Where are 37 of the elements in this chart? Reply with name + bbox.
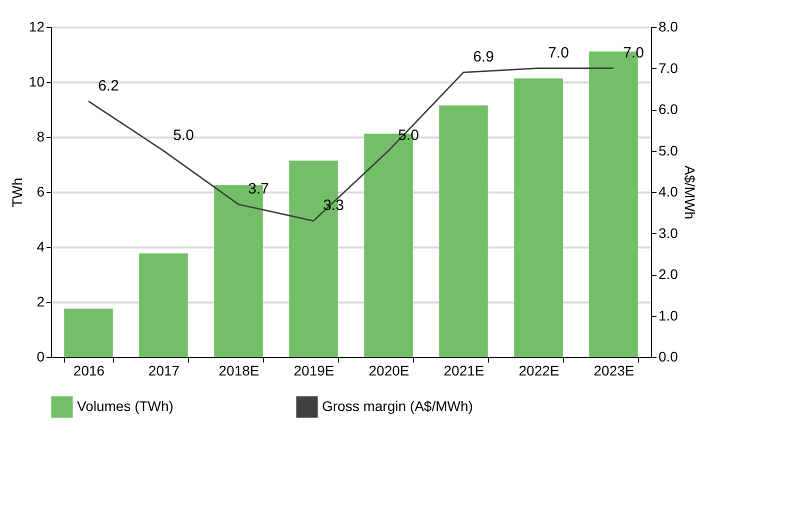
bar <box>439 105 488 357</box>
data-label: 5.0 <box>173 126 194 144</box>
legend-label: Gross margin (A$/MWh) <box>322 398 473 414</box>
y-tick-label: 12 <box>28 18 45 34</box>
x-tick-label: 2022E <box>518 362 560 378</box>
y-tick-label: 10 <box>28 74 45 90</box>
line-series <box>88 68 614 222</box>
y2-tick-label: 3.0 <box>658 224 678 241</box>
y2-tick-label: 2.0 <box>658 266 678 282</box>
data-label: 7.0 <box>548 44 569 62</box>
y-axis-title: TWh <box>8 178 25 208</box>
y2-tick-label: 6.0 <box>658 101 678 117</box>
x-tick-label: 2018E <box>218 362 260 378</box>
x-tick-label: 2016 <box>73 362 105 378</box>
bar <box>139 253 188 357</box>
y2-axis-title: A$/MWh <box>682 166 698 220</box>
y2-tick-label: 7.0 <box>658 60 678 76</box>
y2-tick-label: 8.0 <box>658 18 678 34</box>
y2-tick-label: 5.0 <box>658 142 678 158</box>
data-label: 6.9 <box>473 48 494 66</box>
y-tick-label: 0 <box>36 348 45 364</box>
y2-tick-label: 1.0 <box>658 307 678 324</box>
y-tick-label: 6 <box>36 184 45 200</box>
y2-tick-label: 4.0 <box>658 184 678 200</box>
x-tick-label: 2017 <box>148 362 180 378</box>
data-label: 6.2 <box>98 77 119 94</box>
bar <box>514 78 563 357</box>
y-tick-label: 8 <box>36 128 45 144</box>
bar <box>64 308 113 357</box>
y-tick-label: 4 <box>36 238 45 254</box>
x-tick-label: 2020E <box>368 362 410 378</box>
x-tick-label: 2021E <box>444 362 484 378</box>
y2-tick-label: 0.0 <box>658 348 678 364</box>
x-tick-label: 2019E <box>294 362 334 378</box>
legend-label: Volumes (TWh) <box>77 398 174 414</box>
y-tick-label: 2 <box>36 294 45 310</box>
x-tick-label: 2023E <box>594 362 634 378</box>
